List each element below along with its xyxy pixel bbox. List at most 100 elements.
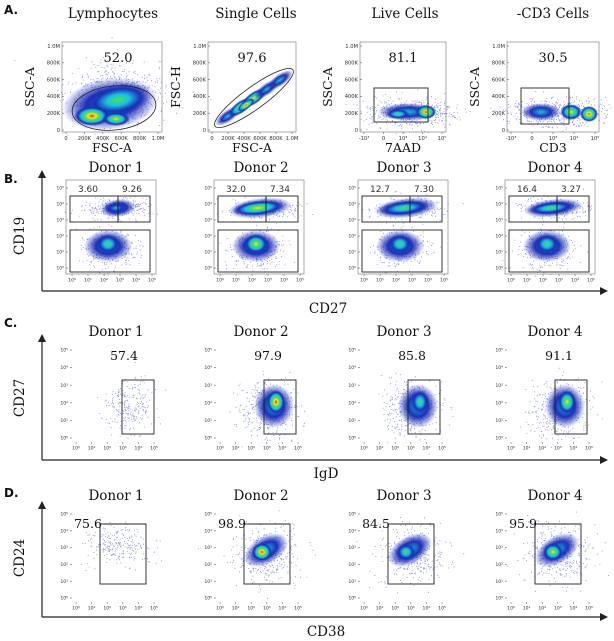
x-tick-label: 800K [269,136,283,142]
gate-box [534,523,582,585]
donor-title: Donor 1 [88,488,143,504]
gate-percentage-right: 9.26 [122,185,142,195]
gate-percentage-left: 3.60 [78,185,98,195]
plot-title: -CD3 Cells [517,6,590,22]
x-tick-label: 10² [103,446,111,452]
x-tick-label: 10² [247,446,255,452]
x-tick-label: 10¹ [376,606,384,612]
x-tick-label: 10¹ [88,446,96,452]
y-axis-label: SSC-A [467,66,482,107]
y-tick-label: 10³ [60,383,68,389]
scatter-dots [97,362,166,451]
density-blob [102,112,130,126]
y-tick-label: 10⁵ [348,348,356,354]
x-tick-label: 400K [96,136,110,142]
x-axis-label: CD3 [539,140,567,155]
gate-box-lower [361,229,443,273]
gate-box-lower [69,229,151,273]
x-tick-label: 10³ [408,278,416,284]
y-tick-label: 10² [495,400,503,406]
gate-box-right [409,195,443,223]
x-tick-label: 10⁵ [438,606,446,612]
x-tick-label: -10³ [359,136,370,142]
x-tick-label: 10⁴ [424,278,432,284]
x-axis-label: FSC-A [232,140,273,155]
y-tick-label: 10³ [56,218,64,224]
density-blob [535,234,559,254]
x-tick-label: 10⁴ [279,446,287,452]
donor-title: Donor 1 [88,324,143,340]
y-tick-label: 10⁰ [60,436,68,442]
x-arrow-head [600,456,608,464]
gate-box [99,523,147,585]
gate-ellipse [214,68,294,128]
y-tick-label: 10¹ [495,579,503,585]
x-tick-label: 10³ [263,606,271,612]
density-blob [244,234,268,254]
y-tick-label: 10⁵ [204,186,212,192]
y-tick-label: 10² [348,234,356,240]
y-tick-label: 10⁴ [56,202,64,208]
x-axis-label: CD27 [309,301,347,317]
y-tick-label: 10⁴ [204,528,212,534]
x-tick-label: 10³ [263,446,271,452]
density-blob [74,106,110,126]
y-tick-label: 10¹ [495,418,503,424]
scatter-dots [345,89,471,135]
donor-title: Donor 4 [527,324,582,340]
y-tick-label: 1.0M [492,44,505,50]
y-tick-label: 10⁰ [348,596,356,602]
gate-percentage-right: 7.34 [270,185,290,195]
x-tick-label: 10³ [549,136,558,142]
y-tick-label: 800K [345,61,359,67]
x-tick-label: 10⁰ [360,278,368,284]
y-tick-label: 10⁴ [60,365,68,371]
x-tick-label: 10² [391,606,399,612]
x-tick-label: 10² [103,606,111,612]
gate-box-right [265,195,299,223]
x-arrow-head [600,613,608,621]
x-tick-label: 10³ [264,278,272,284]
gate-box [373,87,429,123]
density-blob [267,390,285,414]
y-tick-label: 10¹ [204,418,212,424]
y-tick-label: 10⁵ [495,512,503,518]
flow-plot-frame [207,41,297,133]
x-tick-label: 10⁵ [150,606,158,612]
y-tick-label: 10⁰ [495,266,503,272]
y-tick-label: 10¹ [348,250,356,256]
y-tick-label: 600K [345,77,359,83]
x-tick-label: 10⁴ [135,606,143,612]
gate-percentage: 84.5 [362,516,390,531]
x-tick-label: 10² [538,446,546,452]
x-tick-label: 200K [78,136,92,142]
y-tick-label: 400K [47,94,61,100]
y-tick-label: 800K [193,61,207,67]
density-blob [237,98,255,112]
y-tick-label: 600K [47,77,61,83]
x-tick-label: 10¹ [523,278,531,284]
x-tick-label: 0 [64,136,67,142]
y-tick-label: 800K [492,61,506,67]
x-axis-label: 7AAD [385,140,421,155]
y-tick-label: 1.0M [193,44,206,50]
x-tick-label: 10⁴ [570,446,578,452]
x-tick-label: 10⁵ [438,446,446,452]
y-tick-label: 10⁰ [204,436,212,442]
x-tick-label: 10⁰ [360,446,368,452]
density-blob [378,200,430,216]
y-tick-label: 10³ [204,218,212,224]
density-blob [388,234,412,254]
x-tick-label: 800K [133,136,147,142]
density-blob [96,234,120,254]
y-tick-label: 10² [348,562,356,568]
y-tick-label: 10⁴ [495,365,503,371]
x-tick-label: 10¹ [84,278,92,284]
density-blob [267,70,293,90]
y-tick-label: 800K [47,61,61,67]
x-tick-label: 0 [530,136,533,142]
gate-percentage-left: 32.0 [226,185,246,195]
gate-box [263,379,297,435]
x-tick-label: 10¹ [523,606,531,612]
